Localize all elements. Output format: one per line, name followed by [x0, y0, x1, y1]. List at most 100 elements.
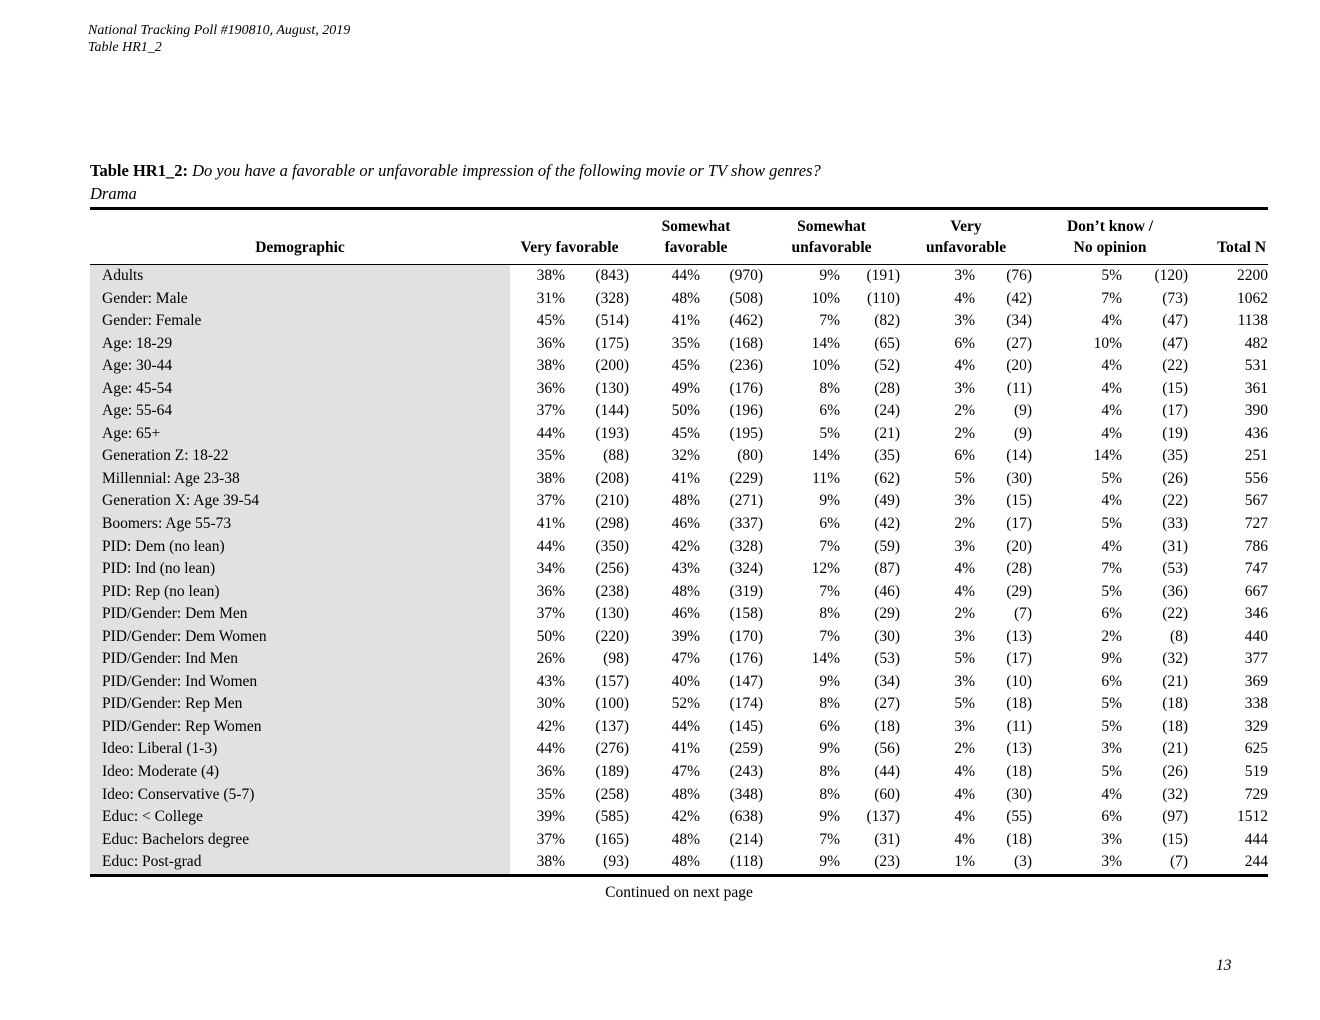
row-label: Generation X: Age 39-54	[90, 490, 510, 514]
continued-note: Continued on next page	[605, 884, 753, 901]
percent-cell: 2%	[954, 740, 976, 758]
percent-cell: 9%	[819, 853, 841, 871]
percent-cell: 5%	[1101, 515, 1123, 533]
percent-cell: 9%	[1101, 650, 1123, 668]
count-cell: (55)	[1006, 808, 1033, 826]
percent-cell: 44%	[671, 267, 700, 284]
count-cell: (147)	[729, 672, 764, 690]
percent-cell: 5%	[1101, 582, 1123, 600]
total-n-cell: 519	[1244, 763, 1269, 781]
row-label: Ideo: Liberal (1-3)	[90, 738, 510, 762]
table-row: Educ: Bachelors degree 37% (165) 48% (214) 7%…	[90, 828, 1269, 852]
row-label: PID/Gender: Dem Men	[90, 603, 510, 626]
percent-cell: 4%	[1101, 312, 1123, 330]
count-cell: (35)	[874, 447, 901, 465]
count-cell: (47)	[1162, 334, 1189, 352]
count-cell: (88)	[603, 447, 629, 465]
total-n-cell: 346	[1244, 605, 1269, 623]
count-cell: (110)	[867, 289, 901, 307]
count-cell: (59)	[874, 537, 901, 555]
percent-cell: 39%	[536, 808, 565, 826]
percent-cell: 32%	[671, 447, 700, 465]
count-cell: (21)	[1162, 740, 1189, 758]
count-cell: (62)	[874, 469, 901, 487]
count-cell: (118)	[730, 853, 764, 871]
row-label: Generation Z: 18-22	[90, 445, 510, 468]
count-cell: (29)	[874, 605, 901, 623]
percent-cell: 41%	[671, 740, 700, 758]
percent-cell: 31%	[536, 289, 565, 307]
percent-cell: 49%	[671, 379, 700, 397]
row-label: Educ: Post-grad	[90, 851, 510, 876]
count-cell: (56)	[874, 740, 901, 758]
count-cell: (20)	[1006, 357, 1033, 375]
total-n-cell: 1138	[1237, 312, 1269, 330]
count-cell: (21)	[874, 424, 901, 442]
row-label: Age: 65+	[90, 422, 510, 446]
count-cell: (137)	[595, 717, 629, 735]
percent-cell: 2%	[954, 605, 976, 623]
percent-cell: 1%	[954, 853, 976, 871]
count-cell: (42)	[874, 515, 901, 533]
row-label: Educ: Bachelors degree	[90, 828, 510, 852]
percent-cell: 2%	[954, 402, 976, 420]
percent-cell: 5%	[1101, 469, 1123, 487]
table-row: Generation Z: 18-22 35% (88) 32% (80) 14% (35)…	[90, 445, 1268, 468]
count-cell: (30)	[1006, 785, 1033, 803]
count-cell: (32)	[1162, 650, 1189, 668]
count-cell: (298)	[595, 515, 629, 533]
row-label: PID/Gender: Dem Women	[90, 625, 510, 649]
percent-cell: 14%	[811, 334, 841, 352]
count-cell: (87)	[874, 560, 901, 578]
data-table: Somewhat Somewhat Very Don’t know / Demo…	[90, 207, 1269, 877]
percent-cell: 5%	[1101, 695, 1123, 713]
total-n-cell: 1062	[1237, 289, 1269, 307]
row-label: Gender: Male	[90, 287, 510, 311]
count-cell: (229)	[729, 469, 764, 487]
count-cell: (319)	[729, 582, 764, 600]
percent-cell: 38%	[536, 469, 565, 487]
row-label: Educ: < College	[90, 806, 510, 829]
count-cell: (243)	[729, 763, 764, 781]
count-cell: (196)	[729, 402, 764, 420]
count-cell: (168)	[729, 334, 764, 352]
percent-cell: 7%	[819, 312, 841, 330]
header-spacer	[1188, 209, 1268, 238]
percent-cell: 3%	[1101, 740, 1123, 758]
count-cell: (17)	[1006, 650, 1033, 668]
percent-cell: 37%	[536, 492, 565, 510]
percent-cell: 6%	[1101, 672, 1123, 690]
percent-cell: 5%	[819, 424, 841, 442]
count-cell: (193)	[595, 424, 629, 442]
percent-cell: 6%	[954, 334, 976, 352]
total-n-cell: 444	[1244, 830, 1269, 848]
count-cell: (26)	[1162, 763, 1189, 781]
header-group-very-favorable-line1	[510, 209, 629, 238]
count-cell: (208)	[595, 469, 629, 487]
percent-cell: 37%	[536, 830, 565, 848]
row-label: Age: 18-29	[90, 332, 510, 356]
count-cell: (259)	[729, 740, 764, 758]
table-row: PID/Gender: Ind Men 26% (98) 47% (176) 14% (53…	[90, 648, 1268, 671]
percent-cell: 44%	[671, 717, 700, 735]
percent-cell: 4%	[954, 785, 976, 803]
percent-cell: 50%	[536, 627, 565, 645]
percent-cell: 41%	[671, 312, 700, 330]
percent-cell: 8%	[819, 763, 841, 781]
header-group-dont-know-line2: No opinion	[1073, 239, 1147, 256]
total-n-cell: 361	[1244, 379, 1269, 397]
count-cell: (7)	[1169, 853, 1189, 871]
count-cell: (220)	[595, 627, 629, 645]
percent-cell: 9%	[819, 492, 841, 510]
percent-cell: 8%	[819, 605, 841, 623]
header-group-very-unfavorable-line1: Very	[950, 218, 982, 235]
count-cell: (65)	[874, 334, 901, 352]
table-row: Millennial: Age 23-38 38% (208) 41% (229) 11%…	[90, 467, 1268, 491]
count-cell: (73)	[1162, 289, 1189, 307]
count-cell: (638)	[729, 808, 764, 826]
percent-cell: 48%	[671, 853, 700, 871]
table-row: PID: Ind (no lean) 34% (256) 43% (324) 12% (87…	[90, 558, 1268, 581]
percent-cell: 35%	[671, 334, 700, 352]
percent-cell: 40%	[671, 672, 700, 690]
count-cell: (26)	[1162, 469, 1189, 487]
